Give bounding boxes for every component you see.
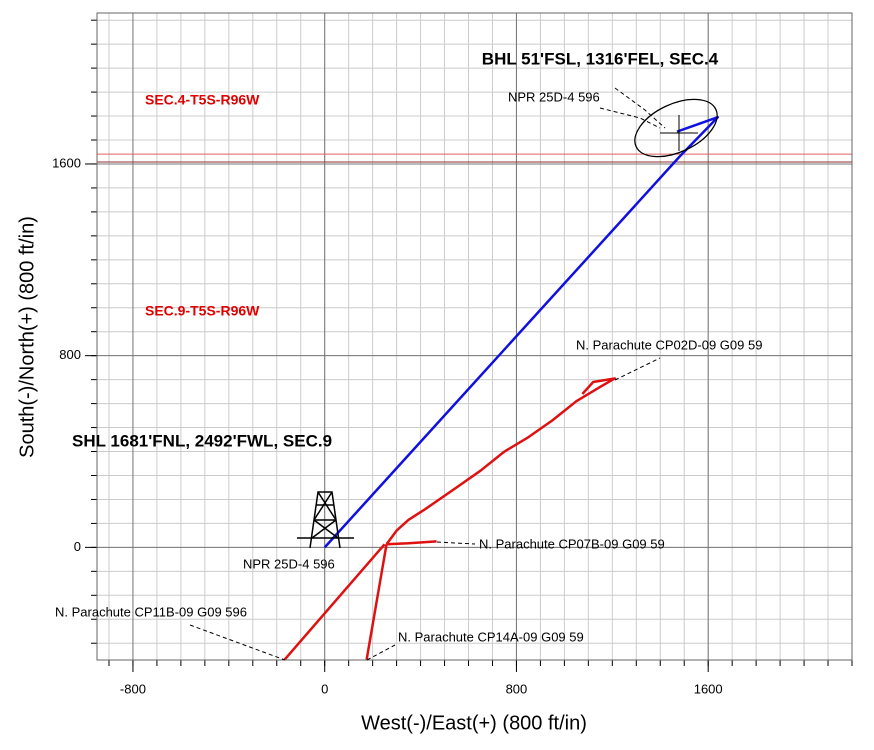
annotation: BHL 51'FSL, 1316'FEL, SEC.4 — [482, 49, 719, 68]
target-ellipse — [634, 98, 718, 158]
well-label: NPR 25D-4 596 — [243, 556, 335, 571]
x-axis-label: West(-)/East(+) (800 ft/in) — [361, 712, 587, 734]
leader-lines — [189, 87, 666, 661]
x-tick-label: 800 — [506, 681, 528, 696]
annotation: SEC.9-T5S-R96W — [145, 303, 260, 319]
target-cross — [660, 115, 698, 151]
y-tick-label: 800 — [59, 347, 81, 362]
annotation: SHL 1681'FNL, 2492'FWL, SEC.9 — [72, 431, 332, 450]
x-tick-label: 1600 — [694, 681, 723, 696]
well-path — [386, 540, 437, 546]
plot-frame — [96, 12, 853, 661]
y-axis-label: South(-)/North(+) (800 ft/in) — [16, 216, 38, 458]
x-tick-label: 0 — [321, 681, 328, 696]
well-label: NPR 25D-4 596 — [508, 89, 600, 104]
y-tick-label: 1600 — [52, 155, 81, 170]
well-path — [365, 544, 388, 660]
y-tick-label: 0 — [74, 539, 81, 554]
well-path — [323, 115, 720, 549]
well-label: N. Parachute CP02D-09 G09 59 — [576, 337, 762, 352]
well-label: N. Parachute CP07B-09 G09 59 — [479, 536, 665, 551]
well-path — [385, 377, 616, 546]
rig-icon — [297, 491, 354, 549]
marks — [97, 115, 852, 661]
well-path — [283, 543, 386, 661]
well-label: N. Parachute CP11B-09 G09 596 — [55, 604, 247, 619]
x-tick-label: -800 — [120, 681, 146, 696]
annotation: SEC.4-T5S-R96W — [145, 92, 260, 108]
grid: -800 0 800 1600 0 800 1600 — [52, 13, 853, 696]
well-label: N. Parachute CP14A-09 G09 59 — [398, 629, 584, 644]
